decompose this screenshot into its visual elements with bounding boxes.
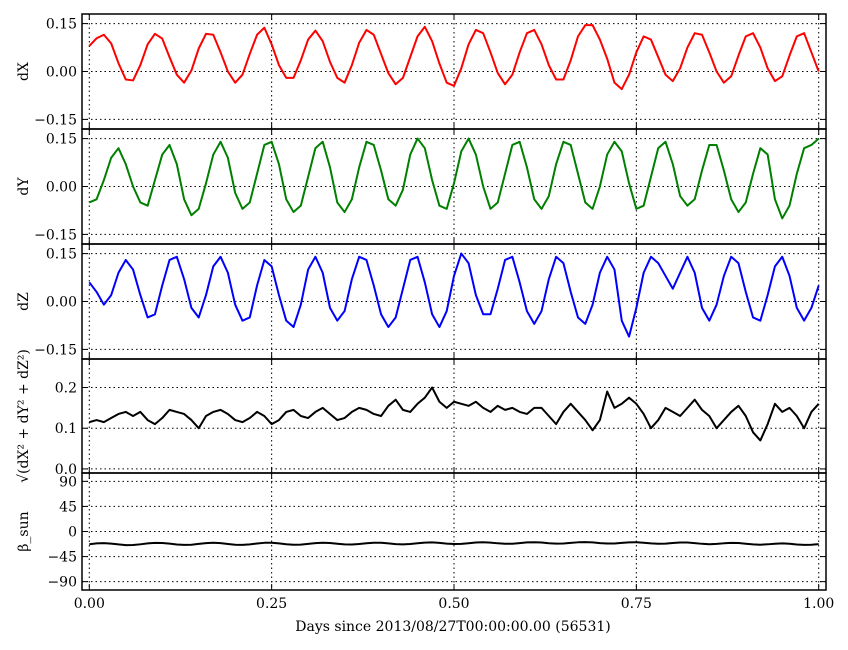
y-tick-label-2-2: 0.15: [46, 132, 77, 148]
y-tick-label-2-1: 0.00: [46, 180, 77, 196]
y-tick-label-4-2: 0.2: [55, 381, 77, 397]
x-tick-label-1: 0.25: [256, 596, 287, 612]
panel-1: −0.15 0.00 0.15 dX: [16, 13, 827, 130]
x-tick-label-4: 1.00: [803, 596, 834, 612]
y-axis-label-4: √(dX² + dY² + dZ²): [16, 349, 32, 483]
panels: −0.150.000.15dX−0.150.000.15dY−0.150.000…: [16, 13, 834, 612]
y-tick-label-2-0: −0.15: [34, 227, 77, 243]
panel-frame-4: [81, 358, 827, 474]
y-tick-label-4-1: 0.1: [55, 421, 77, 437]
series-line-2: [88, 137, 820, 220]
series-line-4: [89, 386, 820, 442]
y-tick-label-1-1: 0.00: [46, 65, 77, 81]
y-tick-label-4-0: 0.0: [55, 462, 77, 478]
y-tick-label-3-2: 0.15: [46, 247, 77, 263]
y-tick-label-5-1: −45: [47, 550, 77, 566]
y-tick-label-1-2: 0.15: [46, 17, 77, 33]
x-tick-label-0: 0.00: [74, 596, 105, 612]
panel-4: 0.0 0.1 0.2 √(dX² + dY² + dZ²): [16, 349, 827, 483]
y-axis-label-1: dX: [16, 62, 32, 81]
series-line-5: [89, 541, 819, 547]
y-tick-label-3-0: −0.15: [34, 342, 77, 358]
panel-5: −90 −45 0 45 90 β_sun 0.00 0.25 0.50 0.75 1.00: [16, 472, 834, 612]
y-axis-label-3: dZ: [16, 292, 32, 311]
y-tick-label-5-3: 45: [59, 499, 77, 515]
y-tick-label-5-0: −90: [47, 575, 77, 591]
y-axis-label-2: dY: [16, 177, 32, 196]
series-line-3: [88, 252, 820, 338]
panel-2: −0.15 0.00 0.15 dY: [16, 128, 827, 245]
panel-3: −0.15 0.00 0.15 dZ: [16, 243, 827, 360]
panel-frame-1: [81, 13, 827, 130]
x-axis-label: Days since 2013/08/27T00:00:00.00 (56531…: [295, 619, 610, 635]
y-tick-label-1-0: −0.15: [34, 112, 77, 128]
y-tick-label-5-4: 90: [59, 474, 77, 490]
y-tick-label-5-2: 0: [68, 525, 77, 541]
x-tick-label-3: 0.75: [621, 596, 652, 612]
panel-frame-3: [81, 243, 827, 360]
series-line-1: [88, 24, 820, 91]
y-tick-label-3-1: 0.00: [46, 295, 77, 311]
y-axis-label-5: β_sun: [16, 511, 32, 551]
x-tick-label-2: 0.50: [438, 596, 469, 612]
